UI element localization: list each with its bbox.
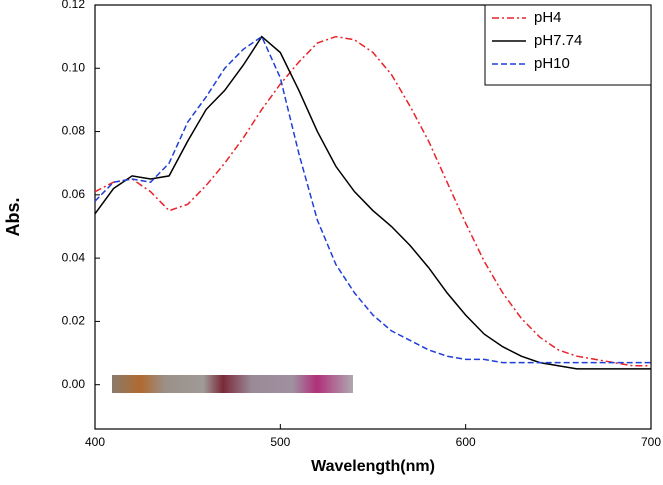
y-axis-label: Abs. (3, 197, 23, 236)
series-line (94, 35, 651, 364)
legend-label: pH7.74 (534, 32, 582, 49)
x-tick-label: 600 (456, 435, 476, 449)
y-tick-label: 0.02 (62, 314, 86, 328)
series-line (94, 35, 651, 370)
y-tick-label: 0.00 (62, 377, 86, 391)
y-tick-label: 0.06 (62, 187, 86, 201)
y-tick-label: 0.04 (62, 250, 86, 264)
x-tick-label: 700 (641, 435, 661, 449)
legend-label: pH4 (534, 9, 562, 26)
legend-label: pH10 (534, 55, 570, 72)
y-tick-label: 0.08 (62, 124, 86, 138)
plot-frame (94, 4, 652, 430)
series-line (94, 35, 651, 367)
y-tick-label: 0.10 (62, 60, 86, 74)
x-axis-label: Wavelength(nm) (311, 458, 435, 475)
x-tick-label: 400 (85, 435, 105, 449)
y-tick-label: 0.12 (62, 0, 86, 11)
sample-photo-strip (112, 375, 353, 393)
x-tick-label: 500 (270, 435, 290, 449)
